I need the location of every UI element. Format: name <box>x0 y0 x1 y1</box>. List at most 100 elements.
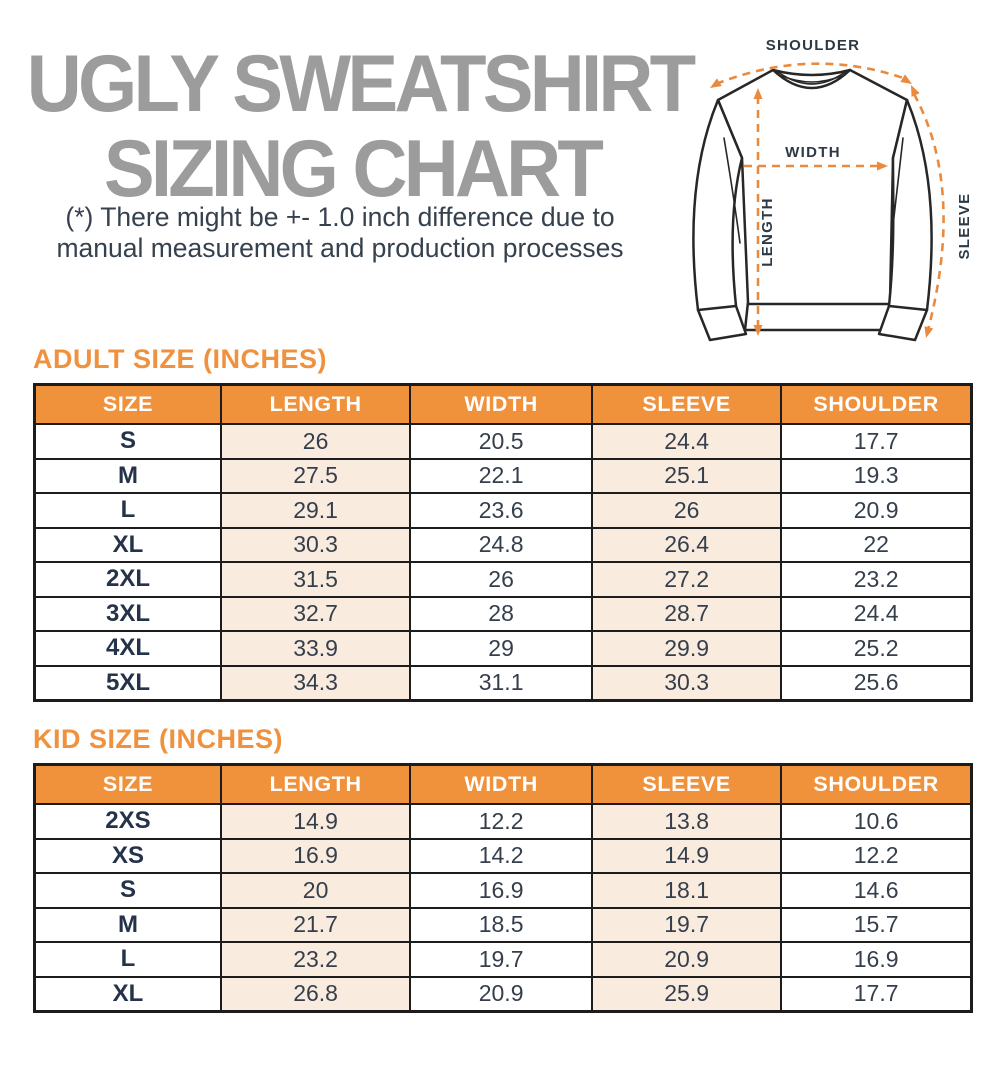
measurement-cell: 22 <box>780 526 973 563</box>
column-header-shoulder: SHOULDER <box>780 763 973 805</box>
measurement-cell: 10.6 <box>780 803 973 840</box>
table-row: 5XL 34.3 31.1 30.3 25.6 <box>33 664 973 702</box>
measurement-cell: 23.6 <box>409 492 593 529</box>
adult-size-heading: ADULT SIZE (INCHES) <box>33 344 327 374</box>
size-cell: XS <box>33 837 222 874</box>
size-cell: L <box>33 941 222 978</box>
kid-table-header-row: SIZE LENGTH WIDTH SLEEVE SHOULDER <box>33 763 973 805</box>
measurement-cell: 29.9 <box>590 630 783 667</box>
shoulder-measure-arc <box>715 62 907 86</box>
sweatshirt-body-outline <box>716 68 909 332</box>
measurement-cell: 18.5 <box>409 906 593 943</box>
measurement-cell: 29 <box>409 630 593 667</box>
size-cell: XL <box>33 526 222 563</box>
column-header-sleeve: SLEEVE <box>590 763 783 805</box>
measurement-cell: 20.9 <box>409 975 593 1013</box>
table-row: 2XL 31.5 26 27.2 23.2 <box>33 561 973 598</box>
measurement-cell: 22.1 <box>409 457 593 494</box>
measurement-cell: 12.2 <box>780 837 973 874</box>
measurement-cell: 25.9 <box>590 975 783 1013</box>
table-row: 4XL 33.9 29 29.9 25.2 <box>33 630 973 667</box>
size-cell: S <box>33 423 222 460</box>
measurement-cell: 26 <box>409 561 593 598</box>
sweatshirt-collar <box>771 68 852 90</box>
column-header-length: LENGTH <box>219 763 412 805</box>
measurement-cell: 20.5 <box>409 423 593 460</box>
measurement-cell: 27.2 <box>590 561 783 598</box>
sleeve-label: SLEEVE <box>956 193 973 260</box>
size-cell: XL <box>33 975 222 1013</box>
page-title: UGLY SWEATSHIRT SIZING CHART <box>6 42 698 212</box>
sweatshirt-left-sleeve <box>692 98 748 342</box>
measurement-cell: 17.7 <box>780 423 973 460</box>
length-label: LENGTH <box>759 197 776 266</box>
measurement-cell: 25.6 <box>780 664 973 702</box>
measurement-cell: 26 <box>219 423 412 460</box>
table-row: 2XS 14.9 12.2 13.8 10.6 <box>33 803 973 840</box>
table-row: XS 16.9 14.2 14.9 12.2 <box>33 837 973 874</box>
measurement-cell: 12.2 <box>409 803 593 840</box>
measurement-cell: 24.8 <box>409 526 593 563</box>
measurement-cell: 20.9 <box>590 941 783 978</box>
measure-arrowheads <box>710 74 934 338</box>
table-row: L 29.1 23.6 26 20.9 <box>33 492 973 529</box>
measurement-cell: 23.2 <box>780 561 973 598</box>
measurement-cell: 31.1 <box>409 664 593 702</box>
measurement-cell: 33.9 <box>219 630 412 667</box>
measurement-cell: 19.7 <box>409 941 593 978</box>
measurement-cell: 26.4 <box>590 526 783 563</box>
measurement-cell: 26.8 <box>219 975 412 1013</box>
size-cell: 2XL <box>33 561 222 598</box>
measurement-cell: 17.7 <box>780 975 973 1013</box>
kid-size-table: SIZE LENGTH WIDTH SLEEVE SHOULDER 2XS 14.… <box>33 763 973 1013</box>
table-row: S 26 20.5 24.4 17.7 <box>33 423 973 460</box>
adult-table-header-row: SIZE LENGTH WIDTH SLEEVE SHOULDER <box>33 383 973 425</box>
disclaimer-line2: manual measurement and production proces… <box>56 233 624 263</box>
size-cell: 3XL <box>33 595 222 632</box>
adult-size-table: SIZE LENGTH WIDTH SLEEVE SHOULDER S 26 20.… <box>33 383 973 702</box>
measurement-cell: 28.7 <box>590 595 783 632</box>
size-cell: M <box>33 457 222 494</box>
measurement-cell: 30.3 <box>590 664 783 702</box>
measurement-cell: 24.4 <box>590 423 783 460</box>
size-cell: S <box>33 872 222 909</box>
measurement-cell: 16.9 <box>780 941 973 978</box>
measurement-cell: 19.7 <box>590 906 783 943</box>
size-cell: L <box>33 492 222 529</box>
column-header-sleeve: SLEEVE <box>590 383 783 425</box>
measurement-cell: 25.1 <box>590 457 783 494</box>
measurement-cell: 14.9 <box>219 803 412 840</box>
page-title-line2: SIZING CHART <box>103 124 604 214</box>
page-title-line1: UGLY SWEATSHIRT <box>26 39 696 129</box>
measurement-cell: 20.9 <box>780 492 973 529</box>
size-cell: 4XL <box>33 630 222 667</box>
table-row: L 23.2 19.7 20.9 16.9 <box>33 941 973 978</box>
column-header-size: SIZE <box>33 763 222 805</box>
measurement-cell: 27.5 <box>219 457 412 494</box>
measurement-cell: 28 <box>409 595 593 632</box>
measurement-cell: 13.8 <box>590 803 783 840</box>
measurement-cell: 14.9 <box>590 837 783 874</box>
measurement-cell: 19.3 <box>780 457 973 494</box>
measurement-cell: 14.6 <box>780 872 973 909</box>
size-cell: 5XL <box>33 664 222 702</box>
table-row: XL 26.8 20.9 25.9 17.7 <box>33 975 973 1013</box>
table-row: XL 30.3 24.8 26.4 22 <box>33 526 973 563</box>
kid-size-heading: KID SIZE (INCHES) <box>33 724 284 754</box>
size-cell: 2XS <box>33 803 222 840</box>
measurement-cell: 23.2 <box>219 941 412 978</box>
table-row: 3XL 32.7 28 28.7 24.4 <box>33 595 973 632</box>
column-header-shoulder: SHOULDER <box>780 383 973 425</box>
table-row: M 27.5 22.1 25.1 19.3 <box>33 457 973 494</box>
column-header-width: WIDTH <box>409 383 593 425</box>
measurement-cell: 18.1 <box>590 872 783 909</box>
measurement-cell: 16.9 <box>219 837 412 874</box>
disclaimer-note: (*) There might be +- 1.0 inch differenc… <box>10 202 670 264</box>
measurement-cell: 14.2 <box>409 837 593 874</box>
table-row: M 21.7 18.5 19.7 15.7 <box>33 906 973 943</box>
disclaimer-line1: (*) There might be +- 1.0 inch differenc… <box>65 202 615 232</box>
measurement-cell: 30.3 <box>219 526 412 563</box>
column-header-length: LENGTH <box>219 383 412 425</box>
measurement-cell: 31.5 <box>219 561 412 598</box>
measurement-cell: 34.3 <box>219 664 412 702</box>
